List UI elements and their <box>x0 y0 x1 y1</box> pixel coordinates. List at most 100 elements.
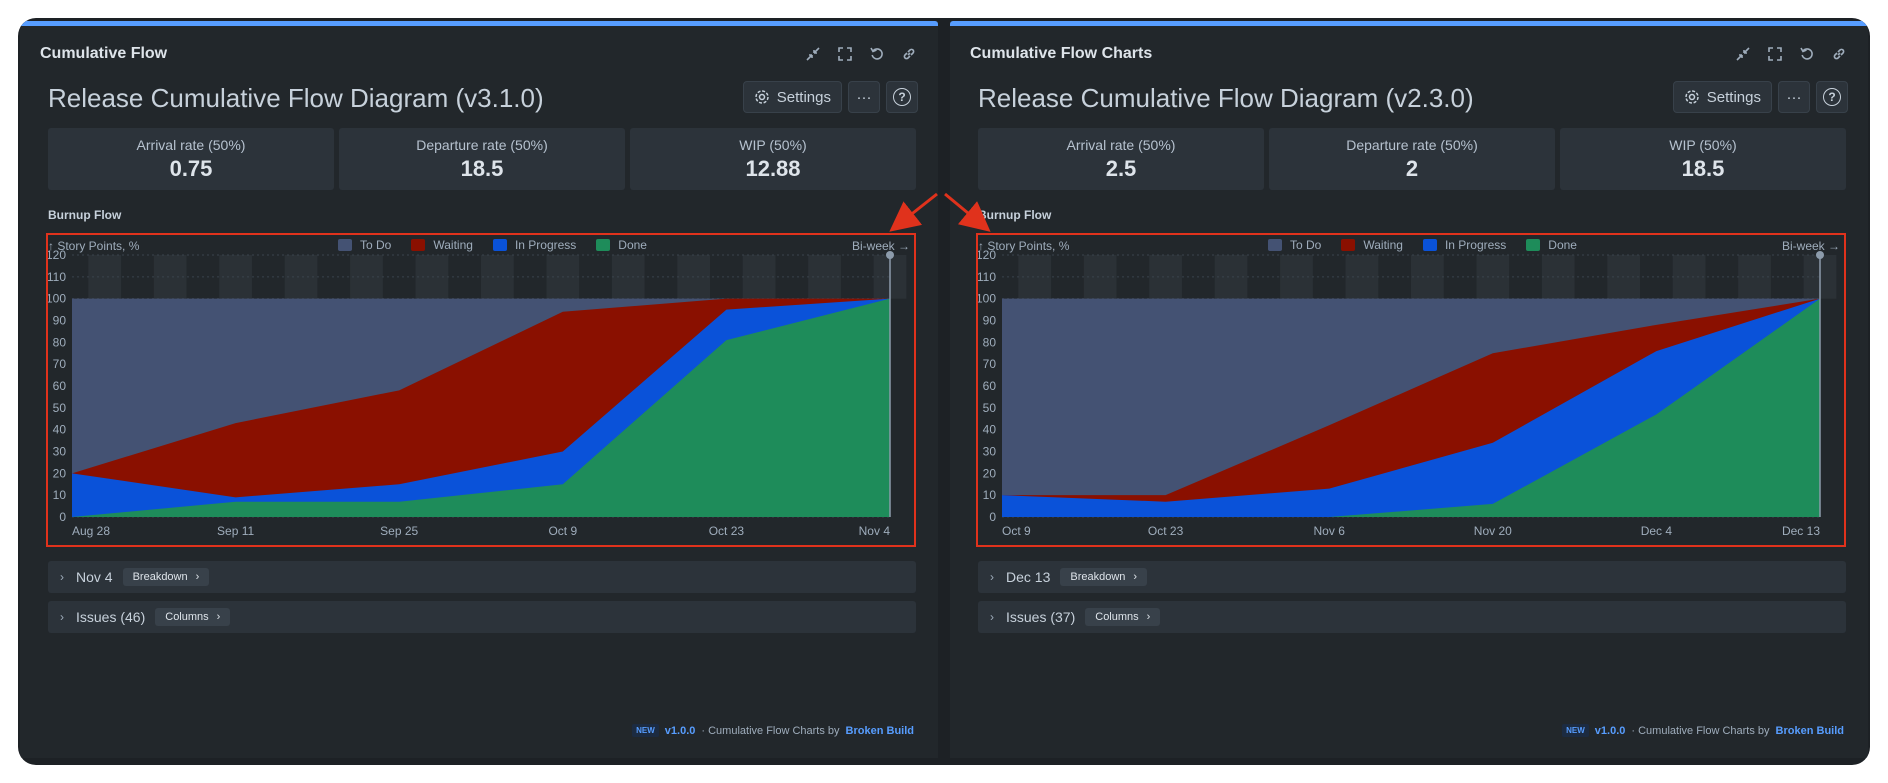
legend-label: Waiting <box>433 238 473 252</box>
y-tick-label: 70 <box>53 357 67 371</box>
version-link[interactable]: v1.0.0 <box>664 724 696 737</box>
settings-button[interactable]: Settings <box>742 81 842 113</box>
fullscreen-icon[interactable] <box>836 45 854 63</box>
x-tick-label: Oct 23 <box>709 524 745 538</box>
legend-item-in-progress[interactable]: In Progress <box>492 238 577 252</box>
period-selector[interactable]: Bi-week → <box>851 239 910 253</box>
y-tick-label: 120 <box>48 248 66 262</box>
y-tick-label: 0 <box>989 510 996 524</box>
legend-label: In Progress <box>514 238 577 252</box>
issues-accordion[interactable]: › Issues (46) Columns › <box>48 601 916 633</box>
stats-row: Arrival rate (50%) 2.5 Departure rate (5… <box>978 128 1846 190</box>
panel-accent-bar <box>950 21 1868 26</box>
legend-swatch <box>1268 239 1282 251</box>
section-title: Burnup Flow <box>48 208 122 222</box>
gear-icon <box>1685 90 1699 104</box>
legend-swatch <box>1422 239 1437 251</box>
chart-stripe <box>219 255 252 299</box>
chart-stripe <box>284 255 318 299</box>
gadget-title: Cumulative Flow <box>40 45 168 62</box>
period-selector[interactable]: Bi-week → <box>1781 239 1840 253</box>
breakdown-accordion[interactable]: › Dec 13 Breakdown › <box>978 561 1846 593</box>
y-tick-label: 90 <box>983 314 997 328</box>
y-tick-label: 60 <box>983 379 997 393</box>
legend-item-todo[interactable]: To Do <box>1268 238 1321 252</box>
dashboard-frame: Cumulative Flow Release Cumulative Flow … <box>18 18 1870 765</box>
y-tick-label: 120 <box>978 248 996 262</box>
more-button[interactable]: ··· <box>848 81 880 113</box>
link-icon[interactable] <box>1830 45 1848 63</box>
x-tick-label: Oct 23 <box>1148 524 1184 538</box>
more-button[interactable]: ··· <box>1778 81 1810 113</box>
burnup-chart: 0 10 20 30 40 50 60 70 80 90 100 110 120 Aug 28 Sep 11… <box>46 233 916 547</box>
y-axis-label: ↑ Story Points, % <box>48 239 140 253</box>
stat-label: WIP (50%) <box>739 136 807 153</box>
refresh-icon[interactable] <box>1798 45 1816 63</box>
breakdown-date: Nov 4 <box>76 569 113 585</box>
breakdown-button[interactable]: Breakdown › <box>1060 568 1148 586</box>
legend-item-done[interactable]: Done <box>596 238 647 252</box>
footer: NEW v1.0.0 · Cumulative Flow Charts by B… <box>632 724 914 737</box>
x-tick-label: Sep 11 <box>217 524 254 538</box>
area-series-done <box>72 298 890 517</box>
stat-value: 0.75 <box>169 155 213 181</box>
breakdown-label: Breakdown <box>132 571 188 583</box>
version-link[interactable]: v1.0.0 <box>1594 724 1626 737</box>
settings-label: Settings <box>776 88 831 106</box>
issues-count: Issues (46) <box>76 609 146 625</box>
chart-canvas: 0 10 20 30 40 50 60 70 80 90 100 110 120 Aug 28 Sep 11… <box>48 248 907 538</box>
chevron-right-icon: › <box>990 610 994 624</box>
x-tick-label: Aug 28 <box>72 524 110 538</box>
help-button[interactable]: ? <box>1816 81 1848 113</box>
new-badge: NEW <box>632 724 659 737</box>
chevron-right-icon: › <box>990 570 994 584</box>
issues-accordion[interactable]: › Issues (37) Columns › <box>978 601 1846 633</box>
minimize-icon[interactable] <box>1734 45 1752 63</box>
brand-link[interactable]: Broken Build <box>1775 724 1844 737</box>
report-title: Release Cumulative Flow Diagram (v2.3.0) <box>978 83 1474 113</box>
y-tick-label: 80 <box>53 335 67 349</box>
chart-legend: To Do Waiting In Progress Done <box>338 238 647 252</box>
breakdown-button[interactable]: Breakdown › <box>122 568 210 586</box>
stat-wip: WIP (50%) 18.5 <box>1560 128 1846 190</box>
legend-item-done[interactable]: Done <box>1526 238 1577 252</box>
y-tick-label: 100 <box>978 292 996 306</box>
columns-label: Columns <box>165 611 209 623</box>
link-icon[interactable] <box>900 45 918 63</box>
y-tick-label: 70 <box>983 357 997 371</box>
y-tick-label: 50 <box>983 401 997 415</box>
fullscreen-icon[interactable] <box>1766 45 1784 63</box>
brand-link[interactable]: Broken Build <box>845 724 914 737</box>
stat-label: Departure rate (50%) <box>416 136 548 153</box>
stat-value: 18.5 <box>460 155 504 181</box>
stats-row: Arrival rate (50%) 0.75 Departure rate (… <box>48 128 916 190</box>
columns-button[interactable]: Columns › <box>155 608 231 626</box>
y-tick-label: 100 <box>48 292 66 306</box>
help-glyph: ? <box>1828 90 1836 104</box>
legend-swatch <box>596 239 611 251</box>
issues-count: Issues (37) <box>1006 609 1076 625</box>
legend-swatch <box>492 239 507 251</box>
stat-departure-rate: Departure rate (50%) 18.5 <box>339 128 625 190</box>
help-button[interactable]: ? <box>886 81 918 113</box>
x-tick-label: Oct 9 <box>1002 524 1031 538</box>
y-tick-label: 90 <box>53 314 67 328</box>
x-tick-label: Dec 4 <box>1641 524 1673 538</box>
legend-label: Waiting <box>1363 238 1403 252</box>
legend-label: Done <box>618 238 647 252</box>
stat-arrival-rate: Arrival rate (50%) 0.75 <box>48 128 334 190</box>
report-title: Release Cumulative Flow Diagram (v3.1.0) <box>48 83 544 113</box>
area-series-done <box>1002 298 1820 517</box>
legend-item-in-progress[interactable]: In Progress <box>1422 238 1506 252</box>
settings-button[interactable]: Settings <box>1672 81 1772 113</box>
gadget-toolbar <box>804 45 918 63</box>
refresh-icon[interactable] <box>868 45 886 63</box>
breakdown-accordion[interactable]: › Nov 4 Breakdown › <box>48 561 916 593</box>
legend-item-todo[interactable]: To Do <box>338 238 391 252</box>
breakdown-date: Dec 13 <box>1006 569 1051 585</box>
legend-swatch <box>411 239 426 251</box>
columns-button[interactable]: Columns › <box>1085 608 1161 626</box>
legend-item-waiting[interactable]: Waiting <box>1341 238 1403 252</box>
legend-item-waiting[interactable]: Waiting <box>411 238 473 252</box>
minimize-icon[interactable] <box>804 45 822 63</box>
